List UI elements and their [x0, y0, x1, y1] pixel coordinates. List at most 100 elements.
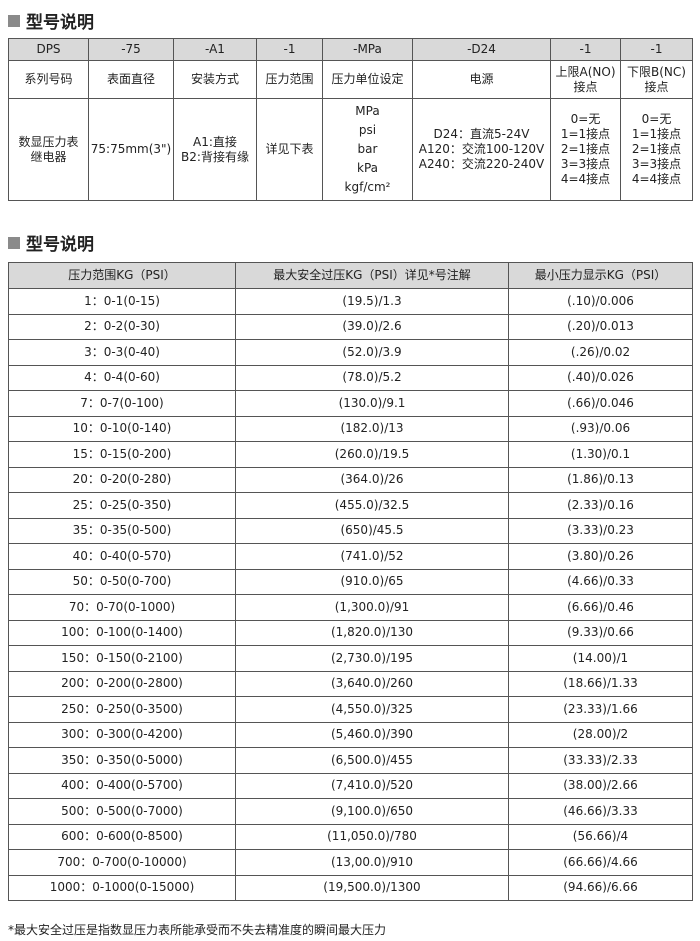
table-cell: 700：0-700(0-10000) [8, 849, 236, 876]
table-cell: (7,410.0)/520 [235, 772, 509, 799]
table-cell: (1,820.0)/130 [235, 619, 509, 646]
table-row: 7：0-7(0-100) (130.0)/9.1 (.66)/0.046 [8, 390, 693, 417]
table-cell: 3：0-3(0-40) [8, 339, 236, 366]
table-cell: (4,550.0)/325 [235, 696, 509, 723]
table-cell: 1：0-1(0-15) [8, 288, 236, 315]
table-row: 2：0-2(0-30) (39.0)/2.6 (.20)/0.013 [8, 313, 693, 340]
table-cell: (455.0)/32.5 [235, 492, 509, 519]
code-cell: -1 [550, 38, 621, 61]
table-cell: (182.0)/13 [235, 415, 509, 442]
table-cell: 35：0-35(0-500) [8, 517, 236, 544]
table-cell: 1000：0-1000(0-15000) [8, 874, 236, 901]
label-cell: 电源 [412, 60, 551, 99]
table-cell: (1.86)/0.13 [508, 466, 693, 493]
value-line: 3=3接点 [560, 157, 611, 171]
label-line: 接点 [573, 79, 598, 94]
table-cell: 350：0-350(0-5000) [8, 747, 236, 774]
table-cell: (910.0)/65 [235, 568, 509, 595]
table-cell: 4：0-4(0-60) [8, 364, 236, 391]
value-row: 数显压力表 继电器 75:75mm(3") A1:直接 B2:背接有缘 详见下表 MPa ps… [8, 98, 693, 201]
table-row: 500：0-500(0-7000) (9,100.0)/650 (46.66)/3.… [8, 798, 693, 825]
value-line: 0=无 [641, 112, 672, 126]
table-row: 400：0-400(0-5700) (7,410.0)/520 (38.00)/2.… [8, 772, 693, 799]
column-header: 最小压力显示KG（PSI） [508, 262, 693, 289]
table-cell: (5,460.0)/390 [235, 721, 509, 748]
value-cell: 0=无 1=1接点 2=1接点 3=3接点 4=4接点 [550, 98, 621, 201]
table-row: 100：0-100(0-1400) (1,820.0)/130 (9.33)/0.6… [8, 619, 693, 646]
table-cell: (.20)/0.013 [508, 313, 693, 340]
value-line: A120：交流100-120V [418, 142, 545, 156]
value-cell: 75:75mm(3") [88, 98, 174, 201]
label-line: 压力单位设定 [331, 72, 404, 86]
table-row: 70：0-70(0-1000) (1,300.0)/91 (6.66)/0.46 [8, 594, 693, 621]
value-line: 2=1接点 [560, 142, 611, 156]
label-line: 安装方式 [190, 72, 239, 86]
table-cell: (9.33)/0.66 [508, 619, 693, 646]
table-row: 40：0-40(0-570) (741.0)/52 (3.80)/0.26 [8, 543, 693, 570]
code-cell: -A1 [173, 38, 257, 61]
value-line: 继电器 [30, 149, 67, 164]
table-cell: 100：0-100(0-1400) [8, 619, 236, 646]
value-line: A1:直接 [193, 134, 237, 149]
table-cell: 10：0-10(0-140) [8, 415, 236, 442]
table-cell: 150：0-150(0-2100) [8, 645, 236, 672]
label-line: 下限B(NC) [627, 64, 686, 79]
table-cell: (3.33)/0.23 [508, 517, 693, 544]
label-line: 电源 [469, 72, 494, 86]
table-cell: (.26)/0.02 [508, 339, 693, 366]
table-cell: (3,640.0)/260 [235, 670, 509, 697]
label-line: 系列号码 [24, 72, 73, 86]
table-row: 150：0-150(0-2100) (2,730.0)/195 (14.00)/1 [8, 645, 693, 672]
table-row: 20：0-20(0-280) (364.0)/26 (1.86)/0.13 [8, 466, 693, 493]
value-line: 1=1接点 [631, 127, 682, 141]
value-cell: A1:直接 B2:背接有缘 [173, 98, 257, 201]
label-cell: 压力单位设定 [322, 60, 413, 99]
model-code-table: DPS -75 -A1 -1 -MPa -D24 -1 -1 系列号码 表面直径 安装方式 压力范围… [8, 38, 693, 201]
table-cell: (38.00)/2.66 [508, 772, 693, 799]
table-row: 3：0-3(0-40) (52.0)/3.9 (.26)/0.02 [8, 339, 693, 366]
code-cell: DPS [8, 38, 89, 61]
table-cell: (2,730.0)/195 [235, 645, 509, 672]
section-title-text: 型号说明 [26, 13, 94, 33]
table-cell: 200：0-200(0-2800) [8, 670, 236, 697]
value-line: 75:75mm(3") [90, 142, 172, 156]
table-cell: (13,00.0)/910 [235, 849, 509, 876]
value-line: 4=4接点 [631, 172, 682, 186]
table-cell: (18.66)/1.33 [508, 670, 693, 697]
code-cell: -MPa [322, 38, 413, 61]
pressure-range-table: 压力范围KG（PSI） 最大安全过压KG（PSI）详见*号注解 最小压力显示KG（P… [8, 262, 693, 901]
table-cell: 600：0-600(0-8500) [8, 823, 236, 850]
table-cell: (364.0)/26 [235, 466, 509, 493]
table-cell: (741.0)/52 [235, 543, 509, 570]
table-row: 200：0-200(0-2800) (3,640.0)/260 (18.66)/1.… [8, 670, 693, 697]
value-cell: D24：直流5-24V A120：交流100-120V A240：交流220-240… [412, 98, 551, 201]
label-cell: 表面直径 [88, 60, 174, 99]
label-line: 上限A(NO) [555, 64, 616, 79]
table-cell: (94.66)/6.66 [508, 874, 693, 901]
table-row: 700：0-700(0-10000) (13,00.0)/910 (66.66)/4… [8, 849, 693, 876]
label-cell: 压力范围 [256, 60, 323, 99]
table-cell: (14.00)/1 [508, 645, 693, 672]
table-cell: (260.0)/19.5 [235, 441, 509, 468]
code-cell: -1 [256, 38, 323, 61]
table-cell: (2.33)/0.16 [508, 492, 693, 519]
table-cell: 50：0-50(0-700) [8, 568, 236, 595]
table-cell: 15：0-15(0-200) [8, 441, 236, 468]
table-cell: 70：0-70(0-1000) [8, 594, 236, 621]
table-cell: (66.66)/4.66 [508, 849, 693, 876]
table-row: 350：0-350(0-5000) (6,500.0)/455 (33.33)/2.… [8, 747, 693, 774]
value-line: psi [358, 123, 377, 137]
table-row: 4：0-4(0-60) (78.0)/5.2 (.40)/0.026 [8, 364, 693, 391]
code-cell: -75 [88, 38, 174, 61]
code-cell: -D24 [412, 38, 551, 61]
table-cell: (1.30)/0.1 [508, 441, 693, 468]
header-row: 压力范围KG（PSI） 最大安全过压KG（PSI）详见*号注解 最小压力显示KG（P… [8, 262, 693, 289]
table-cell: (130.0)/9.1 [235, 390, 509, 417]
value-cell: 数显压力表 继电器 [8, 98, 89, 201]
table-row: 50：0-50(0-700) (910.0)/65 (4.66)/0.33 [8, 568, 693, 595]
label-cell: 下限B(NC) 接点 [620, 60, 693, 99]
table-cell: (1,300.0)/91 [235, 594, 509, 621]
table-row: 10：0-10(0-140) (182.0)/13 (.93)/0.06 [8, 415, 693, 442]
table-cell: (650)/45.5 [235, 517, 509, 544]
value-line: kgf/cm² [344, 180, 391, 194]
